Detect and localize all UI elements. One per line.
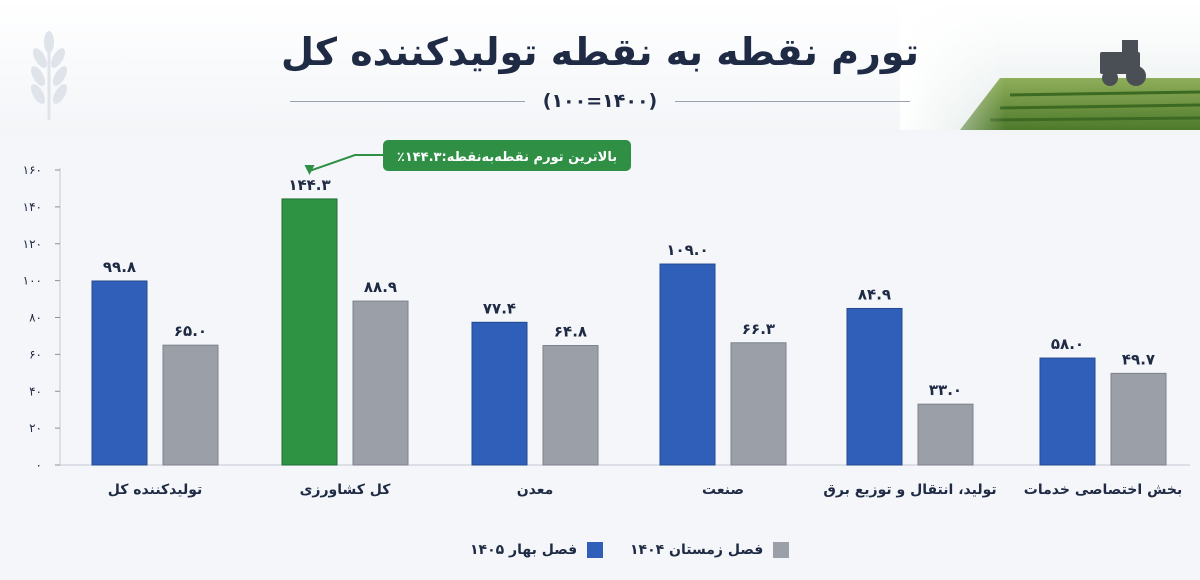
farm-field-image bbox=[900, 0, 1200, 130]
bar-winter-1404 bbox=[730, 342, 787, 466]
bar-winter-1404 bbox=[162, 344, 219, 466]
y-tick-label: ۸۰ bbox=[29, 311, 42, 325]
legend-swatch-winter-1404 bbox=[773, 542, 790, 558]
legend: فصل بهار ۱۴۰۵ فصل زمستان ۱۴۰۴ bbox=[0, 538, 1200, 562]
chart-subtitle: (۱۴۰۰=۱۰۰) bbox=[542, 90, 658, 112]
y-tick-label: ۱۲۰ bbox=[23, 237, 42, 251]
legend-swatch-spring-1405 bbox=[587, 542, 604, 558]
data-label-spring-1405: ۸۴.۹ bbox=[858, 285, 891, 303]
data-label-winter-1404: ۶۵.۰ bbox=[174, 322, 207, 340]
bar-winter-1404 bbox=[542, 345, 599, 466]
data-label-winter-1404: ۳۳.۰ bbox=[929, 381, 962, 399]
data-label-spring-1405: ۷۷.۴ bbox=[483, 299, 516, 317]
subtitle-divider-right bbox=[675, 101, 910, 102]
y-tick-label: ۶۰ bbox=[29, 347, 42, 361]
data-label-winter-1404: ۶۴.۸ bbox=[554, 323, 587, 341]
wheat-icon bbox=[31, 31, 67, 120]
y-tick-label: ۲۰ bbox=[29, 421, 42, 435]
bar-spring-1405 bbox=[1039, 357, 1096, 466]
bar-spring-1405 bbox=[846, 307, 903, 466]
legend-label-spring-1405: فصل بهار ۱۴۰۵ bbox=[470, 542, 578, 558]
chart-title: تورم نقطه به نقطه تولیدکننده کل bbox=[281, 30, 919, 74]
bar-winter-1404 bbox=[352, 300, 409, 466]
callout-text: بالاترین تورم نقطه‌به‌نقطه:۱۴۴.۳٪ bbox=[397, 150, 617, 165]
data-label-spring-1405: ۱۰۹.۰ bbox=[666, 241, 708, 259]
data-label-winter-1404: ۶۶.۳ bbox=[742, 320, 775, 338]
y-tick-label: ۱۶۰ bbox=[23, 163, 42, 177]
category-label: بخش اختصاصی خدمات bbox=[1024, 482, 1182, 498]
category-label: کل کشاورزی bbox=[300, 482, 392, 498]
category-label: معدن bbox=[517, 482, 554, 498]
data-label-spring-1405: ۱۴۴.۳ bbox=[288, 176, 330, 194]
bar-winter-1404 bbox=[1110, 372, 1167, 466]
bar-spring-1405 bbox=[659, 263, 716, 466]
category-label: تولید، انتقال و توزیع برق bbox=[823, 482, 996, 498]
subtitle-row: (۱۴۰۰=۱۰۰) bbox=[290, 90, 910, 112]
bar-winter-1404 bbox=[917, 403, 974, 466]
data-label-spring-1405: ۹۹.۸ bbox=[103, 258, 136, 276]
legend-item-winter-1404: فصل زمستان ۱۴۰۴ bbox=[630, 538, 790, 562]
legend-label-winter-1404: فصل زمستان ۱۴۰۴ bbox=[630, 542, 764, 558]
subtitle-divider-left bbox=[290, 101, 525, 102]
category-label: صنعت bbox=[702, 482, 744, 498]
y-tick-label: ۰ bbox=[36, 458, 42, 472]
bar-spring-1405 bbox=[281, 198, 338, 466]
data-label-winter-1404: ۸۸.۹ bbox=[364, 278, 397, 296]
callout-arrow-line bbox=[309, 154, 383, 172]
bar-spring-1405 bbox=[91, 280, 148, 466]
bar-spring-1405 bbox=[471, 321, 528, 466]
data-label-winter-1404: ۴۹.۷ bbox=[1122, 350, 1155, 368]
legend-item-spring-1405: فصل بهار ۱۴۰۵ bbox=[470, 538, 604, 562]
y-tick-label: ۴۰ bbox=[29, 384, 42, 398]
data-label-spring-1405: ۵۸.۰ bbox=[1051, 335, 1084, 353]
category-label: تولیدکننده کل bbox=[108, 482, 203, 498]
y-tick-label: ۱۰۰ bbox=[23, 274, 42, 288]
callout-arrow-head bbox=[304, 164, 315, 175]
callout-box bbox=[383, 140, 631, 171]
y-tick-label: ۱۴۰ bbox=[23, 200, 42, 214]
